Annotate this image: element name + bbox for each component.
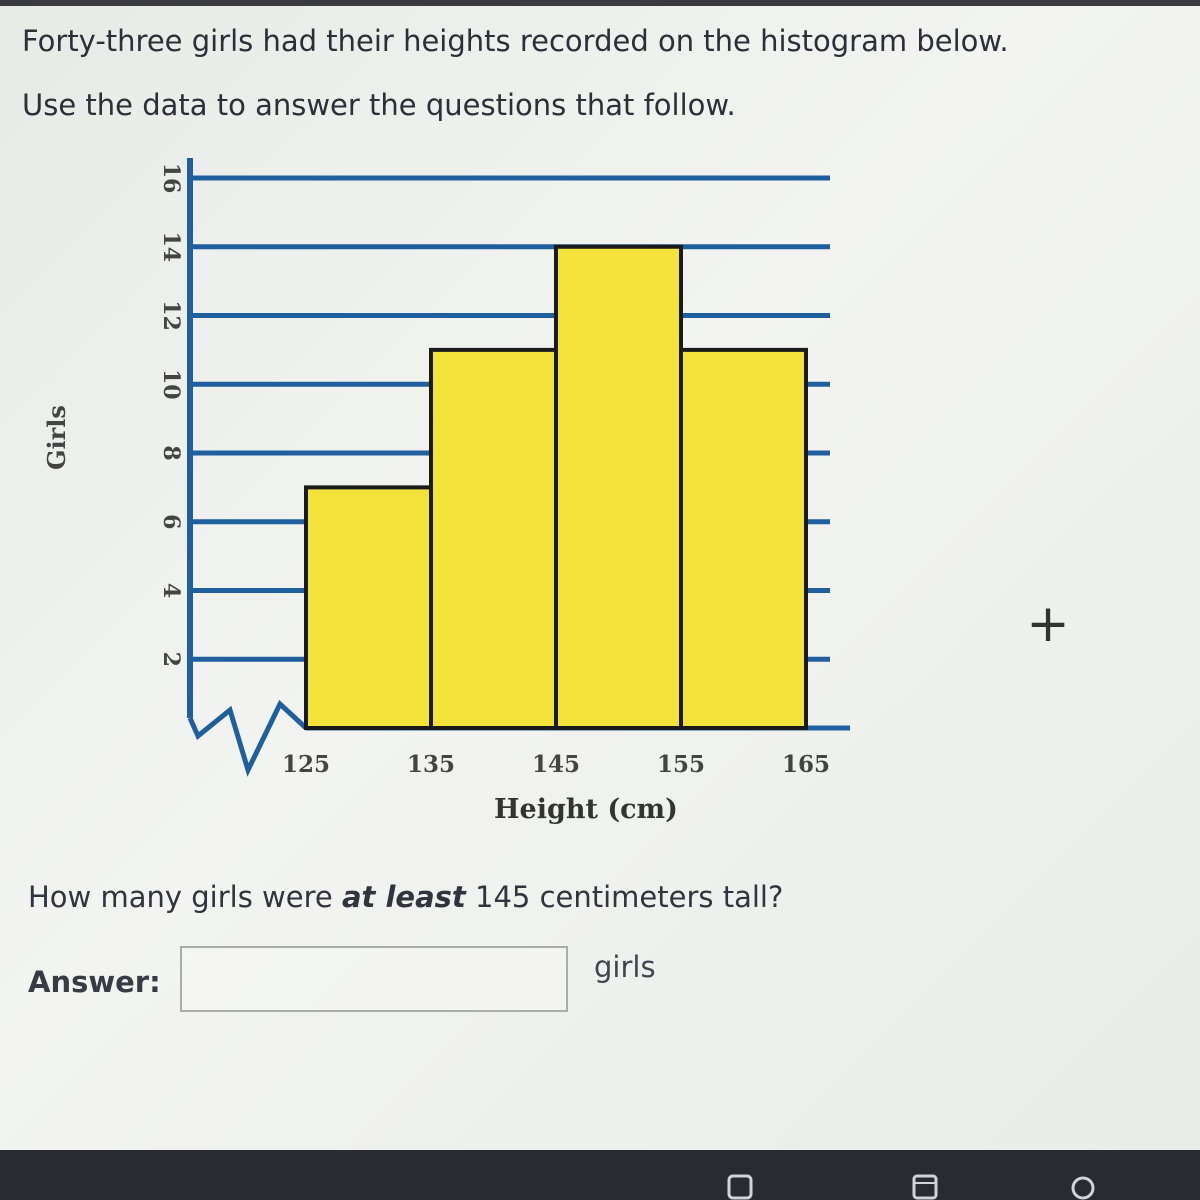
y-tick-label: 2 — [158, 652, 184, 667]
x-tick-label: 165 — [782, 751, 830, 778]
x-tick-label: 135 — [407, 751, 455, 778]
x-tick-label: 155 — [657, 751, 705, 778]
histogram-svg: 2 4 6 8 10 12 14 16 125 135 145 155 165 — [158, 158, 850, 778]
taskbar — [0, 1150, 1200, 1200]
x-tick-label: 125 — [282, 751, 330, 778]
histogram-bar — [679, 347, 808, 730]
y-axis-label: Girls — [42, 405, 71, 470]
question-after: 145 centimeters tall? — [465, 880, 784, 914]
histogram-bar — [554, 244, 683, 730]
top-border — [0, 0, 1200, 6]
axis-break-icon — [187, 699, 308, 777]
answer-unit: girls — [594, 950, 656, 984]
y-tick-label: 4 — [158, 583, 184, 598]
y-tick-label: 8 — [158, 445, 184, 460]
x-axis-label: Height (cm) — [494, 794, 678, 825]
question-text: How many girls were at least 145 centime… — [28, 880, 783, 914]
histogram-bar — [304, 485, 433, 730]
x-tick-label: 145 — [532, 751, 580, 778]
add-button[interactable]: + — [1026, 594, 1070, 654]
question-before: How many girls were — [28, 880, 342, 914]
histogram: 2 4 6 8 10 12 14 16 125 135 145 155 165 — [40, 150, 860, 840]
y-tick-label: 12 — [158, 300, 184, 331]
prompt-line-1: Forty-three girls had their heights reco… — [22, 24, 1009, 58]
taskbar-calendar-icon[interactable] — [910, 1172, 940, 1200]
answer-input[interactable] — [180, 946, 568, 1012]
y-tick-label: 16 — [158, 163, 184, 194]
y-tick-label: 14 — [158, 231, 184, 262]
answer-label: Answer: — [28, 965, 161, 999]
y-tick-label: 6 — [158, 514, 184, 529]
prompt-line-2: Use the data to answer the questions tha… — [22, 88, 736, 122]
question-emphasis: at least — [341, 880, 466, 914]
histogram-bar — [429, 347, 558, 730]
taskbar-window-icon[interactable] — [725, 1172, 755, 1200]
y-tick-label: 10 — [158, 369, 184, 400]
taskbar-search-icon[interactable] — [1068, 1172, 1098, 1200]
